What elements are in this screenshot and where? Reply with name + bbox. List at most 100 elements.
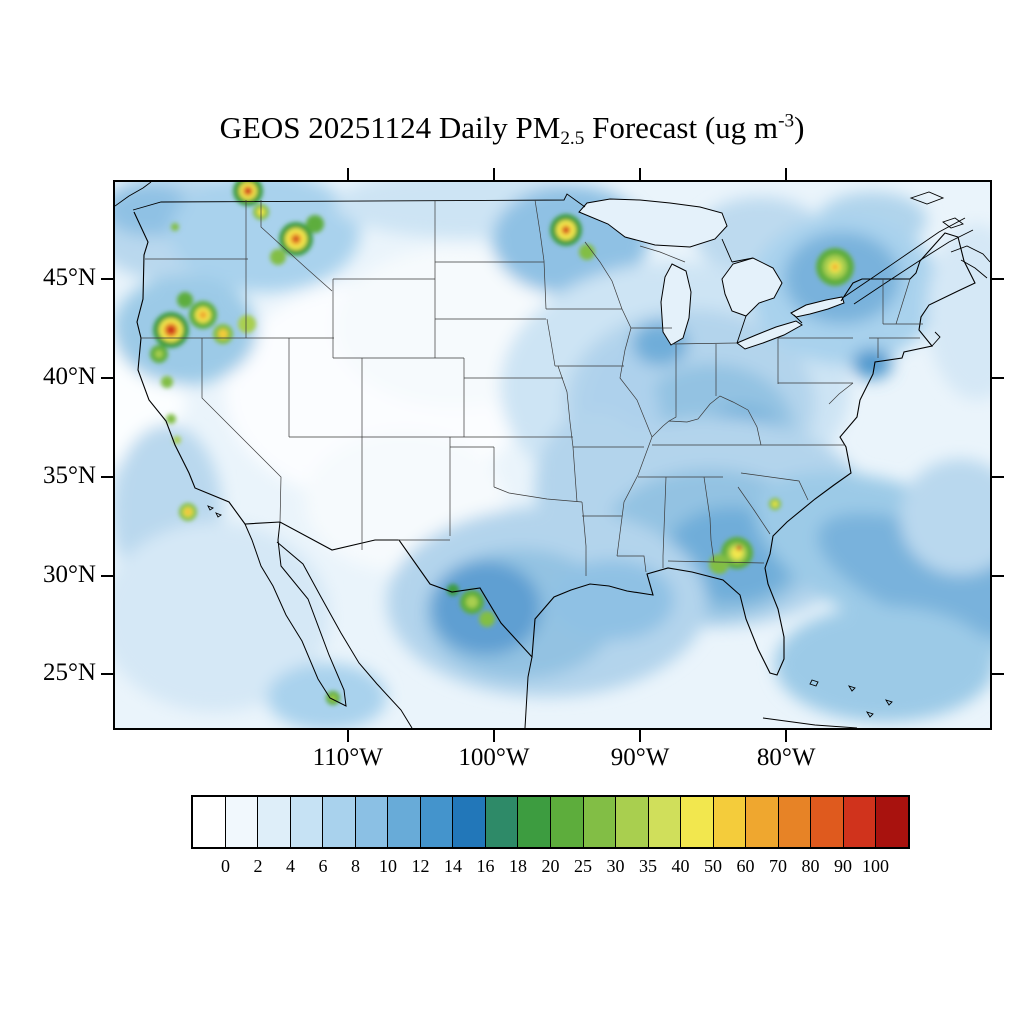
lon-tick-bottom	[346, 730, 349, 742]
colorbar-segment	[354, 797, 388, 847]
lat-tick-right	[992, 377, 1004, 379]
colorbar-segment	[550, 797, 583, 847]
hotspot-oregon-se	[218, 329, 228, 339]
colorbar-tick-label: 50	[704, 856, 722, 876]
colorbar-tick-label: 10	[379, 856, 397, 876]
lat-tick-right	[992, 475, 1004, 478]
lat-tick-left	[101, 278, 113, 281]
colorbar-tick-label: 20	[541, 856, 560, 876]
title-text-middle: Forecast (ug m	[584, 110, 779, 145]
hotspot-los-angeles	[185, 509, 191, 515]
colorbar-tick-label: 8	[351, 856, 360, 876]
colorbar-segment	[193, 797, 225, 847]
pm25-hotspots	[150, 182, 854, 705]
hotspot-vermont-plume	[832, 264, 838, 270]
title-subscript: 2.5	[560, 127, 585, 149]
colorbar-tick-label: 90	[834, 856, 852, 876]
hotspot-montana-minor	[306, 215, 324, 233]
hotspot-idaho-south-minor	[270, 249, 286, 265]
colorbar-segment	[484, 797, 518, 847]
title-text-suffix: )	[794, 110, 805, 145]
pm25-concentration-field	[115, 182, 990, 728]
colorbar-segment	[224, 797, 258, 847]
coastline-path	[133, 211, 976, 676]
hotspot-minnesota-fire	[563, 227, 569, 233]
title-superscript: -3	[778, 110, 795, 132]
hotspot-oregon-east-fire	[199, 311, 207, 319]
lon-tick-bottom	[785, 730, 788, 742]
colorbar-tick-label: 25	[574, 856, 592, 876]
hotspot-seattle-dot	[171, 223, 179, 231]
lon-tick-top	[785, 168, 788, 180]
lon-tick-label: 90°W	[610, 744, 670, 771]
colorbar-segment	[387, 797, 420, 847]
map-plot-area	[113, 180, 992, 730]
title-text: GEOS 20251124 Daily PM	[219, 110, 561, 145]
lon-tick-bottom	[639, 730, 641, 742]
caribbean-islands-path	[207, 331, 941, 728]
lon-tick-top	[346, 168, 349, 180]
colorbar-tick-label: 2	[253, 856, 263, 876]
hotspot-norcal-border	[155, 350, 163, 358]
colorbar-tick-label: 14	[444, 856, 462, 876]
colorbar-segment	[582, 797, 616, 847]
lat-tick-left	[101, 672, 113, 675]
lat-tick-left	[101, 475, 113, 478]
colorbar-tick-label: 35	[639, 856, 657, 876]
hotspot-oregon-streak-east	[238, 315, 256, 333]
colorbar-segment	[745, 797, 778, 847]
hotspot-central-valley-2	[173, 436, 181, 444]
hotspot-carolinas-dot	[772, 501, 778, 507]
colorbar-segment	[712, 797, 746, 847]
colorbar	[191, 795, 910, 849]
hotspot-idaho-border-fire	[245, 188, 251, 194]
field-region	[852, 349, 892, 379]
lat-tick-label: 45°N	[42, 264, 96, 292]
colorbar-tick-label: 70	[769, 856, 787, 876]
colorbar-segment	[875, 797, 909, 847]
lat-tick-right	[992, 278, 1004, 281]
hotspot-norcal-coast	[161, 376, 173, 388]
colorbar-labels: 0 2 4 6 8 10 12 14 16 18 20 25 30 35 40 50 60 70 80 90 100	[193, 856, 908, 882]
hotspot-minnesota-minor	[579, 244, 595, 260]
colorbar-segment	[452, 797, 485, 847]
hotspot-oregon-coast-fire	[167, 326, 175, 334]
lat-tick-right	[992, 575, 1004, 578]
colorbar-tick-label: 100	[862, 856, 889, 876]
colorbar-tick-label: 60	[736, 856, 755, 876]
field-region	[900, 459, 990, 575]
lon-tick-top	[492, 168, 495, 180]
hotspot-oregon-central	[177, 292, 193, 308]
hotspot-georgia-core	[736, 545, 742, 551]
hotspot-central-valley-1	[166, 414, 176, 424]
lat-tick-left	[101, 377, 113, 379]
hotspot-texas-west	[447, 584, 459, 596]
state-borders-path	[141, 199, 923, 576]
field-region	[817, 513, 990, 637]
colorbar-tick-label: 0	[221, 856, 230, 876]
colorbar-segment	[842, 797, 876, 847]
colorbar-tick-label: 16	[476, 856, 495, 876]
colorbar-segment	[322, 797, 355, 847]
hotspot-south-texas-2	[479, 611, 495, 627]
lon-tick-label: 80°W	[756, 744, 816, 771]
colorbar-tick-label: 18	[509, 856, 527, 876]
colorbar-segment	[777, 797, 811, 847]
colorbar-segment	[257, 797, 290, 847]
colorbar-tick-label: 30	[606, 856, 625, 876]
field-region	[550, 560, 674, 640]
hotspot-south-texas-1	[466, 596, 478, 608]
colorbar-tick-label: 12	[411, 856, 430, 876]
hotspot-mexico-plume	[330, 695, 336, 701]
colorbar-segment	[289, 797, 323, 847]
lat-tick-right	[992, 672, 1004, 675]
hotspot-alabama-georgia	[709, 554, 729, 574]
lon-tick-top	[639, 168, 641, 180]
pm25-map	[115, 182, 990, 728]
field-region	[775, 606, 990, 722]
lat-tick-label: 40°N	[42, 363, 96, 390]
hotspot-montana-idaho-fire	[293, 236, 299, 242]
great-lakes	[578, 198, 845, 350]
colorbar-segment	[419, 797, 453, 847]
